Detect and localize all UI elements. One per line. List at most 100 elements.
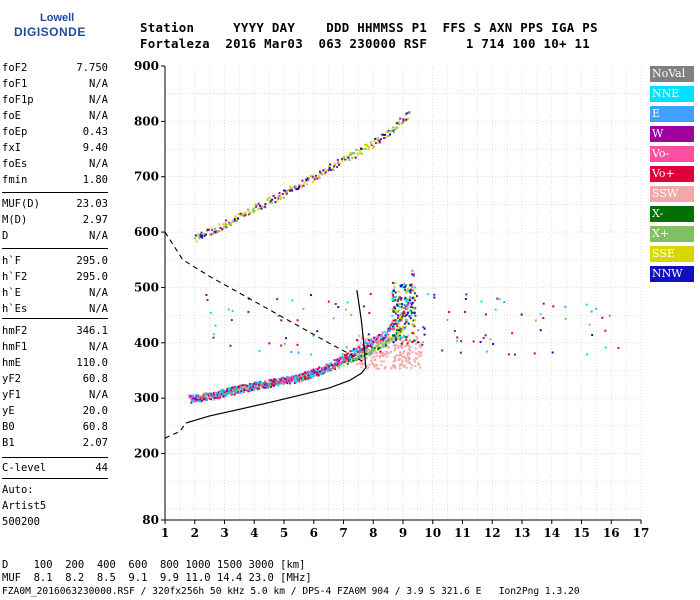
param-fmin: fmin 1.80	[2, 174, 108, 188]
second-hop-echo	[407, 117, 410, 120]
o-mode-echo	[309, 375, 312, 378]
ssw-echo	[415, 353, 418, 356]
ssw-echo	[355, 357, 358, 360]
second-hop-echo	[288, 189, 291, 192]
scatter-echo	[591, 334, 594, 337]
second-hop-echo	[244, 214, 247, 217]
o-mode-echo	[355, 347, 358, 350]
separator	[2, 248, 108, 249]
spread-f-echo	[392, 341, 395, 344]
o-mode-echo	[198, 400, 201, 403]
scatter-echo	[206, 299, 209, 302]
scatter-echo	[404, 298, 407, 301]
scatter-echo	[367, 333, 370, 336]
scatter-echo	[346, 301, 349, 304]
ssw-echo	[392, 344, 395, 347]
x-mode-echo	[334, 367, 337, 370]
x-mode-echo	[388, 337, 391, 340]
x-mode-echo	[310, 376, 313, 379]
second-hop-echo	[203, 233, 206, 236]
scatter-echo	[551, 351, 554, 354]
second-hop-echo	[305, 178, 308, 181]
spread-f-echo	[411, 301, 414, 304]
second-hop-echo	[291, 189, 294, 192]
o-mode-echo	[205, 399, 208, 402]
second-hop-echo	[311, 174, 314, 177]
o-mode-echo	[337, 363, 340, 366]
o-mode-echo	[264, 383, 267, 386]
o-mode-echo	[405, 305, 408, 308]
o-mode-echo	[277, 379, 280, 382]
x-mode-echo	[355, 354, 358, 357]
second-hop-echo	[272, 194, 275, 197]
o-mode-echo	[397, 316, 400, 319]
spread-f-echo	[403, 327, 406, 330]
o-mode-echo	[234, 392, 237, 395]
second-hop-echo	[405, 112, 408, 115]
second-hop-echo	[351, 152, 354, 155]
scatter-echo	[604, 329, 607, 332]
o-mode-echo	[411, 273, 414, 276]
ssw-echo	[403, 364, 406, 367]
o-mode-echo	[282, 376, 285, 379]
y-tick-label: 700	[134, 170, 159, 184]
scatter-echo	[411, 297, 414, 300]
ssw-echo	[410, 364, 413, 367]
spread-f-echo	[412, 322, 415, 325]
param-name: hmF2	[2, 325, 28, 337]
second-hop-echo	[285, 192, 288, 195]
o-mode-echo	[376, 341, 379, 344]
ssw-echo	[370, 337, 373, 340]
scatter-echo	[356, 339, 359, 342]
second-hop-echo	[219, 226, 222, 229]
o-mode-echo	[369, 345, 372, 348]
x-mode-echo	[357, 355, 360, 358]
x-tick-label: 10	[424, 526, 441, 540]
o-mode-echo	[213, 398, 216, 401]
second-hop-echo	[347, 156, 350, 159]
spread-f-echo	[403, 322, 406, 325]
scatter-echo	[268, 342, 271, 345]
o-mode-echo	[263, 386, 266, 389]
second-hop-echo	[364, 147, 367, 150]
o-mode-echo	[318, 366, 321, 369]
ssw-echo	[370, 341, 373, 344]
second-hop-echo	[366, 144, 369, 147]
x-mode-echo	[316, 374, 319, 377]
second-hop-echo	[392, 131, 395, 134]
o-mode-echo	[229, 390, 232, 393]
o-mode-echo	[402, 315, 405, 318]
ssw-echo	[359, 356, 362, 359]
param-name: yF2	[2, 373, 21, 385]
ssw-echo	[375, 355, 378, 358]
second-hop-echo	[237, 213, 240, 216]
x-tick-label: 8	[369, 526, 377, 540]
second-hop-echo	[319, 171, 322, 174]
o-mode-echo	[380, 334, 383, 337]
ssw-echo	[402, 351, 405, 354]
x-mode-echo	[395, 332, 398, 335]
second-hop-echo	[284, 191, 287, 194]
ssw-echo	[374, 352, 377, 355]
legend-item-noval: NoVal	[650, 66, 694, 82]
legend-item-e: E	[650, 106, 694, 122]
second-hop-echo	[207, 228, 210, 231]
x-mode-echo	[202, 396, 205, 399]
second-hop-echo	[342, 158, 345, 161]
scatter-echo	[586, 353, 589, 356]
o-mode-echo	[215, 393, 218, 396]
o-mode-echo	[367, 339, 370, 342]
param-fof1: foF1 N/A	[2, 78, 108, 92]
spread-f-echo	[401, 286, 404, 289]
scatter-echo	[498, 298, 501, 301]
scatter-echo	[460, 340, 463, 343]
scatter-echo	[291, 299, 294, 302]
second-hop-echo	[313, 179, 316, 182]
second-hop-echo	[404, 119, 407, 122]
scatter-echo	[230, 319, 233, 322]
second-hop-echo	[302, 184, 305, 187]
spread-f-echo	[401, 316, 404, 319]
second-hop-echo	[362, 148, 365, 151]
ssw-echo	[408, 351, 411, 354]
